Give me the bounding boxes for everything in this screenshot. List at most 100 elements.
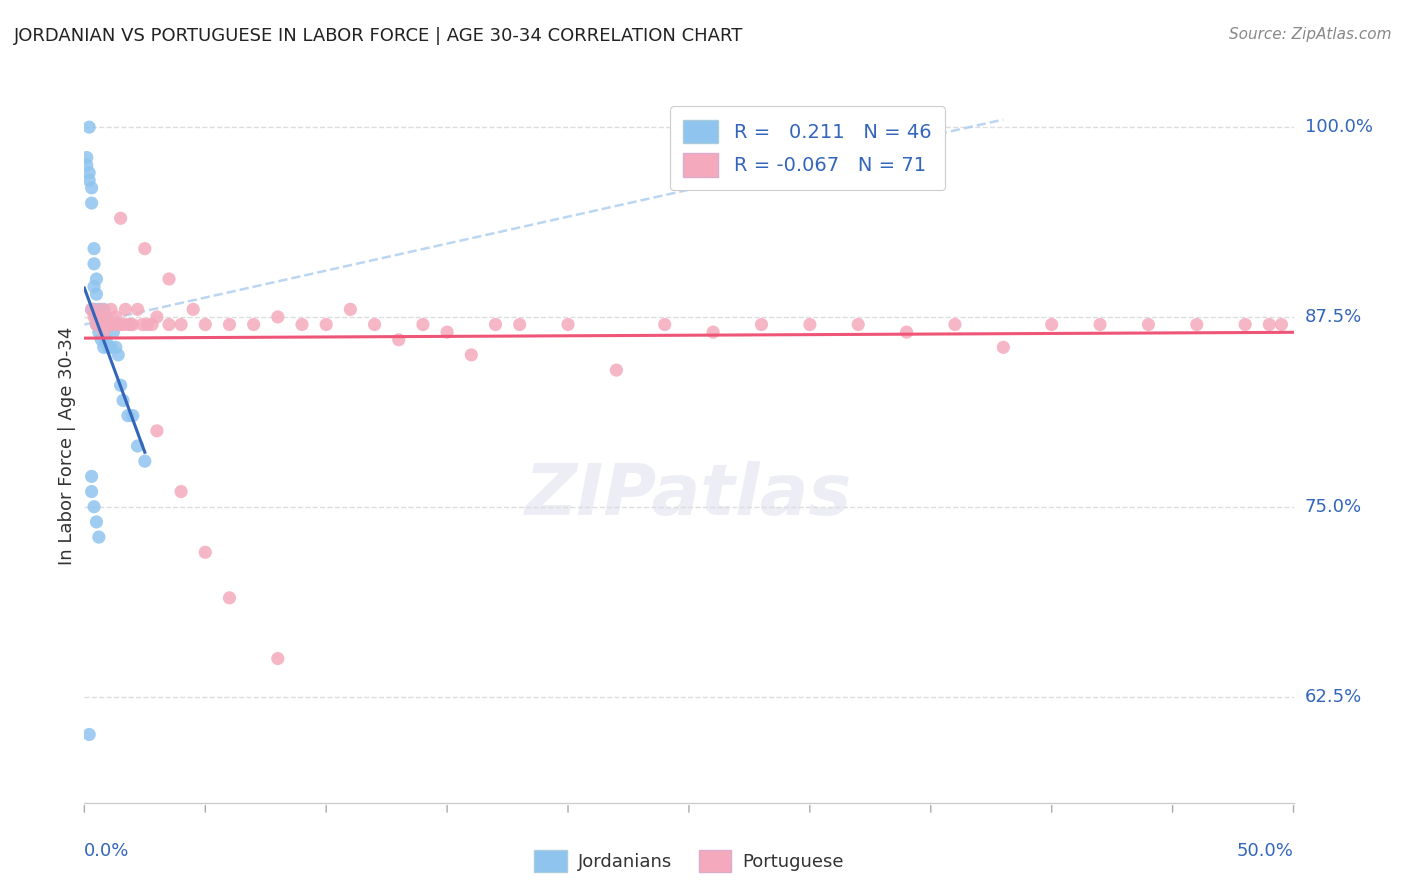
Point — [114, 302, 136, 317]
Point — [141, 318, 163, 332]
Point — [77, 173, 100, 187]
Point — [86, 272, 108, 286]
Point — [170, 318, 193, 332]
Point — [83, 302, 105, 317]
Point — [107, 348, 129, 362]
Text: Source: ZipAtlas.com: Source: ZipAtlas.com — [1229, 27, 1392, 42]
Point — [388, 333, 411, 347]
Point — [1258, 318, 1281, 332]
Point — [97, 318, 120, 332]
Point — [339, 302, 361, 317]
Point — [104, 340, 127, 354]
Point — [87, 302, 110, 317]
Point — [120, 318, 142, 332]
Text: 50.0%: 50.0% — [1237, 842, 1294, 860]
Point — [93, 325, 115, 339]
Point — [1088, 318, 1111, 332]
Point — [436, 325, 458, 339]
Point — [100, 302, 122, 317]
Point — [100, 318, 122, 332]
Point — [218, 318, 240, 332]
Point — [127, 439, 149, 453]
Point — [943, 318, 966, 332]
Point — [76, 151, 98, 165]
Text: 100.0%: 100.0% — [1305, 118, 1372, 136]
Point — [90, 318, 112, 332]
Point — [363, 318, 385, 332]
Point — [1040, 318, 1063, 332]
Point — [117, 318, 139, 332]
Point — [83, 310, 105, 324]
Point — [1234, 318, 1257, 332]
Point — [112, 393, 135, 408]
Point — [100, 318, 122, 332]
Point — [97, 340, 120, 354]
Point — [218, 591, 240, 605]
Point — [315, 318, 337, 332]
Point — [267, 310, 290, 324]
Point — [93, 318, 115, 332]
Point — [121, 318, 143, 332]
Point — [77, 727, 100, 741]
Point — [134, 454, 156, 468]
Point — [103, 325, 125, 339]
Point — [605, 363, 627, 377]
Point — [93, 340, 115, 354]
Point — [157, 318, 180, 332]
Point — [83, 279, 105, 293]
Text: 0.0%: 0.0% — [84, 842, 129, 860]
Point — [846, 318, 869, 332]
Point — [87, 310, 110, 324]
Point — [86, 515, 108, 529]
Point — [87, 530, 110, 544]
Point — [86, 318, 108, 332]
Text: 62.5%: 62.5% — [1305, 688, 1362, 706]
Point — [654, 318, 676, 332]
Point — [194, 545, 217, 559]
Point — [146, 424, 169, 438]
Point — [87, 310, 110, 324]
Point — [557, 318, 579, 332]
Point — [94, 310, 117, 324]
Point — [702, 325, 724, 339]
Text: 87.5%: 87.5% — [1305, 308, 1362, 326]
Point — [93, 302, 115, 317]
Point — [1270, 318, 1292, 332]
Point — [83, 500, 105, 514]
Point — [751, 318, 773, 332]
Point — [170, 484, 193, 499]
Text: JORDANIAN VS PORTUGUESE IN LABOR FORCE | AGE 30-34 CORRELATION CHART: JORDANIAN VS PORTUGUESE IN LABOR FORCE |… — [14, 27, 744, 45]
Point — [80, 302, 103, 317]
Point — [127, 302, 149, 317]
Point — [131, 318, 153, 332]
Point — [107, 318, 129, 332]
Point — [136, 318, 159, 332]
Point — [86, 318, 108, 332]
Point — [93, 310, 115, 324]
Point — [121, 409, 143, 423]
Y-axis label: In Labor Force | Age 30-34: In Labor Force | Age 30-34 — [58, 326, 76, 566]
Point — [291, 318, 314, 332]
Point — [412, 318, 434, 332]
Point — [80, 196, 103, 211]
Point — [80, 484, 103, 499]
Point — [242, 318, 264, 332]
Point — [799, 318, 821, 332]
Point — [267, 651, 290, 665]
Point — [103, 318, 125, 332]
Point — [77, 120, 100, 135]
Point — [80, 469, 103, 483]
Point — [194, 318, 217, 332]
Point — [1185, 318, 1208, 332]
Point — [896, 325, 918, 339]
Point — [110, 318, 132, 332]
Point — [157, 272, 180, 286]
Point — [80, 302, 103, 317]
Point — [110, 211, 132, 226]
Point — [146, 310, 169, 324]
Text: ZIPatlas: ZIPatlas — [526, 461, 852, 531]
Point — [76, 158, 98, 172]
Point — [94, 310, 117, 324]
Point — [110, 378, 132, 392]
Point — [90, 333, 112, 347]
